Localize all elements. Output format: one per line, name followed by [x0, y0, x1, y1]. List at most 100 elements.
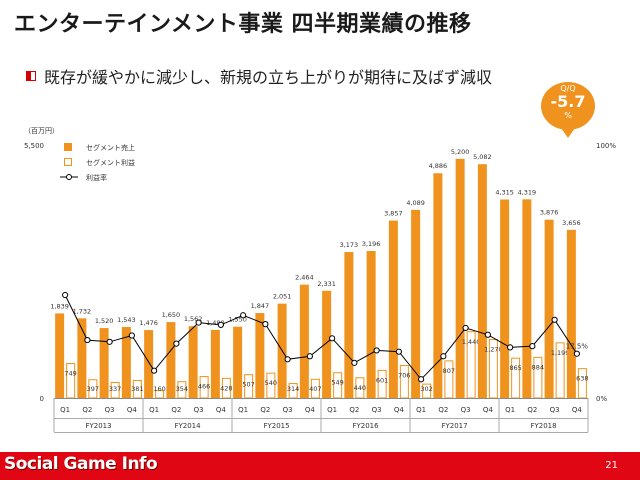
bar-profit-label: 540: [265, 379, 277, 387]
bar-sales-label: 3,876: [540, 209, 559, 217]
margin-marker: [128, 332, 135, 339]
bar-profit-label: 160: [153, 385, 165, 393]
bar-profit-label: 407: [309, 385, 321, 393]
square-bullet-icon: [26, 71, 36, 81]
bar-sales-label: 3,857: [384, 210, 403, 218]
bar-sales-label: 1,543: [117, 316, 136, 324]
group-label: FY2018: [530, 422, 556, 430]
bar-sales-label: 4,315: [495, 189, 514, 197]
bar-sales: [233, 326, 243, 398]
legend-label-profit: セグメント利益: [86, 158, 135, 167]
footer-bar: Social Game Info 21: [0, 452, 640, 480]
bar-sales: [144, 330, 154, 398]
margin-label: 17.5%: [566, 343, 589, 351]
bar-sales-label: 2,051: [273, 293, 292, 301]
bar-sales-label: 5,082: [473, 153, 492, 161]
bar-profit: [577, 368, 587, 399]
x-tick-label: Q4: [305, 406, 316, 414]
bar-sales-label: 4,089: [406, 199, 425, 207]
bar-profit-label: 549: [331, 379, 343, 387]
margin-marker: [106, 338, 113, 345]
margin-marker: [418, 376, 425, 383]
margin-marker: [306, 353, 313, 360]
bar-sales: [411, 209, 421, 398]
margin-marker: [262, 321, 269, 328]
bar-profit-label: 1,440: [462, 338, 481, 346]
qq-label: Q/Q: [560, 84, 576, 93]
x-tick-label: Q1: [416, 406, 426, 414]
bar-profit-label: 354: [176, 385, 188, 393]
margin-marker: [329, 335, 336, 342]
y2-tick-min: 0%: [596, 395, 607, 403]
margin-marker: [351, 359, 358, 366]
x-tick-label: Q3: [194, 406, 204, 414]
bar-profit-label: 337: [109, 385, 121, 393]
x-tick-label: Q1: [149, 406, 159, 414]
bar-profit-label: 884: [532, 363, 544, 371]
bar-sales-label: 1,562: [184, 315, 203, 323]
bar-profit-label: 865: [509, 364, 521, 372]
bar-profit-label: 507: [242, 381, 254, 389]
margin-marker: [395, 348, 402, 355]
bar-sales: [544, 219, 554, 398]
x-tick-label: Q3: [105, 406, 115, 414]
x-tick-label: Q1: [60, 406, 70, 414]
x-tick-label: Q1: [327, 406, 337, 414]
x-tick-label: Q3: [283, 406, 293, 414]
margin-marker: [284, 356, 291, 363]
group-label: FY2017: [441, 422, 467, 430]
margin-marker: [551, 316, 558, 323]
bar-sales-label: 4,886: [429, 162, 448, 170]
unit-label: （百万円）: [24, 127, 59, 135]
group-label: FY2013: [85, 422, 111, 430]
bar-sales: [322, 290, 332, 398]
bar-sales: [255, 313, 265, 398]
x-tick-label: Q4: [394, 406, 405, 414]
bar-sales-label: 3,656: [562, 219, 581, 227]
bar-profit-label: 1,270: [484, 346, 503, 354]
bar-profit-label: 397: [87, 385, 99, 393]
legend-swatch-sales: [64, 143, 72, 151]
bar-profit-label: 749: [64, 370, 76, 378]
bar-profit-label: 381: [131, 385, 143, 393]
bar-profit-label: 807: [443, 367, 455, 375]
subtitle: 既存が緩やかに減少し、新規の立ち上がりが期待に及ばず減収: [26, 64, 492, 88]
bar-sales-label: 4,319: [518, 188, 537, 196]
bar-sales: [366, 250, 376, 398]
x-tick-label: Q1: [505, 406, 515, 414]
group-label: FY2016: [352, 422, 379, 430]
qq-value: -5.7: [550, 92, 586, 111]
bar-profit-label: 466: [198, 383, 210, 391]
x-tick-label: Q1: [238, 406, 248, 414]
bar-profit-label: 428: [220, 384, 232, 392]
bar-sales-label: 1,550: [228, 316, 247, 324]
margin-marker: [484, 331, 491, 338]
bar-sales: [55, 313, 65, 398]
margin-marker: [529, 343, 536, 350]
bar-sales-label: 1,476: [139, 319, 158, 327]
bar-sales-label: 1,847: [251, 302, 270, 310]
bar-sales-label: 1,839: [50, 302, 69, 310]
bar-sales: [77, 318, 87, 398]
bar-sales: [121, 327, 131, 398]
qq-change-badge: Q/Q -5.7 %: [541, 82, 595, 138]
bar-sales-label: 3,196: [362, 240, 381, 248]
x-tick-label: Q3: [461, 406, 471, 414]
x-tick-label: Q2: [527, 406, 537, 414]
x-tick-label: Q3: [372, 406, 382, 414]
bar-sales: [522, 199, 532, 398]
social-game-info-logo: Social Game Info: [4, 454, 158, 474]
y-tick-min: 0: [40, 395, 44, 403]
page-title: エンターテインメント事業 四半期業績の推移: [14, 12, 472, 37]
bar-sales: [210, 329, 220, 398]
bar-sales: [566, 229, 576, 398]
bar-sales: [299, 284, 309, 398]
margin-marker: [62, 291, 69, 299]
margin-marker: [151, 367, 158, 374]
margin-marker: [217, 321, 224, 328]
bar-sales: [433, 173, 443, 398]
bar-sales-label: 3,173: [340, 241, 359, 249]
margin-marker: [462, 324, 469, 332]
legend-label-margin: 利益率: [86, 173, 107, 182]
